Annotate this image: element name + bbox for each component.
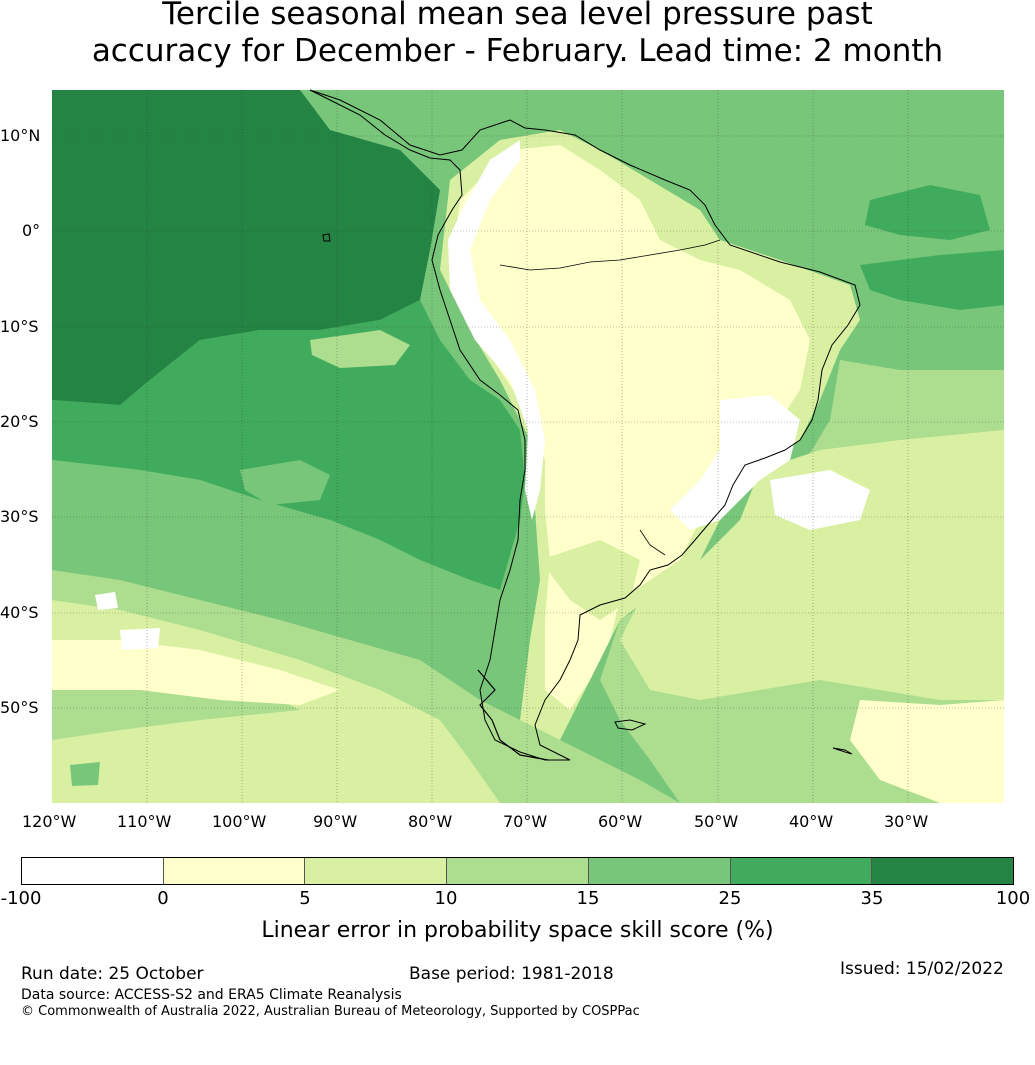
colorbar-tick-5: 5 bbox=[299, 888, 311, 909]
lon-label-90w: 90°W bbox=[313, 812, 358, 831]
zone-pacific-25-35 bbox=[52, 300, 525, 590]
colorbar-tick-25: 25 bbox=[718, 888, 742, 909]
zone-brazil-negative bbox=[670, 395, 800, 530]
lat-label-30s: 30°S bbox=[0, 507, 39, 526]
lon-label-100w: 100°W bbox=[212, 812, 267, 831]
lon-label-70w: 70°W bbox=[503, 812, 548, 831]
run-date: Run date: 25 October bbox=[21, 964, 204, 984]
colorbar-tick-100: 100 bbox=[995, 888, 1031, 909]
zone-atlantic-east-25-35 bbox=[860, 250, 1004, 310]
zone-pacific-10-15-patch bbox=[310, 330, 410, 368]
zone-continent-0-5 bbox=[450, 145, 810, 710]
lon-label-80w: 80°W bbox=[408, 812, 453, 831]
parana-river bbox=[639, 529, 666, 556]
colorbar-segment-15-25 bbox=[588, 858, 731, 884]
zone-pacific-15-25 bbox=[52, 460, 520, 700]
colorbar-segment-5-10 bbox=[305, 858, 448, 884]
zone-south-0-5-strip bbox=[52, 640, 340, 705]
gridlines bbox=[52, 90, 1004, 803]
lon-label-50w: 50°W bbox=[694, 812, 739, 831]
colorbar-segment-25-35 bbox=[730, 858, 873, 884]
skill-score-map bbox=[52, 89, 1004, 803]
skill-field bbox=[52, 90, 1004, 803]
colorbar bbox=[21, 857, 1014, 885]
falkland-islands bbox=[614, 719, 647, 731]
zone-pacific-15-25-patch bbox=[240, 460, 330, 505]
zone-atlantic-negative bbox=[770, 470, 870, 530]
copyright: © Commonwealth of Australia 2022, Austra… bbox=[21, 1004, 640, 1019]
lon-label-30w: 30°W bbox=[884, 812, 929, 831]
lat-label-10n: 10°N bbox=[0, 126, 41, 145]
issued-date: Issued: 15/02/2022 bbox=[840, 959, 1004, 979]
zone-dark-pacific bbox=[52, 90, 440, 405]
tierra-del-fuego bbox=[477, 669, 549, 761]
lat-label-10s: 10°S bbox=[0, 317, 39, 336]
lon-label-60w: 60°W bbox=[598, 812, 643, 831]
colorbar-tick-0: 0 bbox=[157, 888, 169, 909]
amazon-river bbox=[499, 239, 721, 271]
colorbar-tick-10: 10 bbox=[434, 888, 458, 909]
colorbar-label: Linear error in probability space skill … bbox=[261, 918, 774, 943]
zone-pacific-negative-a bbox=[120, 628, 160, 650]
colorbar-tick-neg100: -100 bbox=[0, 888, 42, 909]
lon-label-40w: 40°W bbox=[789, 812, 834, 831]
lat-label-40s: 40°S bbox=[0, 603, 39, 622]
zone-atlantic-25-35 bbox=[865, 185, 990, 240]
colorbar-segment-0-5 bbox=[163, 858, 306, 884]
zone-andes-negative bbox=[448, 140, 545, 520]
lat-label-20s: 20°S bbox=[0, 412, 39, 431]
lon-label-120w: 120°W bbox=[22, 812, 77, 831]
data-source: Data source: ACCESS-S2 and ERA5 Climate … bbox=[21, 987, 402, 1003]
galapagos-islands bbox=[322, 233, 331, 242]
colorbar-segment-10-15 bbox=[447, 858, 589, 884]
base-period: Base period: 1981-2018 bbox=[409, 964, 614, 984]
coastline bbox=[309, 89, 861, 761]
title-line-2: accuracy for December - February. Lead t… bbox=[91, 33, 944, 69]
map-title: Tercile seasonal mean sea level pressure… bbox=[0, 0, 1035, 70]
zone-southern-cone-5-10 bbox=[540, 540, 640, 620]
lon-label-110w: 110°W bbox=[117, 812, 172, 831]
colorbar-tick-15: 15 bbox=[576, 888, 600, 909]
colorbar-segment-neg100-0 bbox=[22, 858, 164, 884]
south-georgia bbox=[832, 747, 853, 755]
lat-label-50s: 50°S bbox=[0, 698, 39, 717]
colorbar-tick-35: 35 bbox=[860, 888, 884, 909]
zone-south-15-25-patch bbox=[70, 762, 100, 786]
zone-atlantic-0-5 bbox=[850, 700, 1004, 803]
title-line-1: Tercile seasonal mean sea level pressure… bbox=[162, 0, 873, 32]
zone-atlantic-5-10 bbox=[620, 430, 1004, 700]
lat-label-0: 0° bbox=[22, 221, 41, 240]
colorbar-segment-35-100 bbox=[872, 858, 1014, 884]
zone-pacific-negative-b bbox=[95, 592, 118, 610]
